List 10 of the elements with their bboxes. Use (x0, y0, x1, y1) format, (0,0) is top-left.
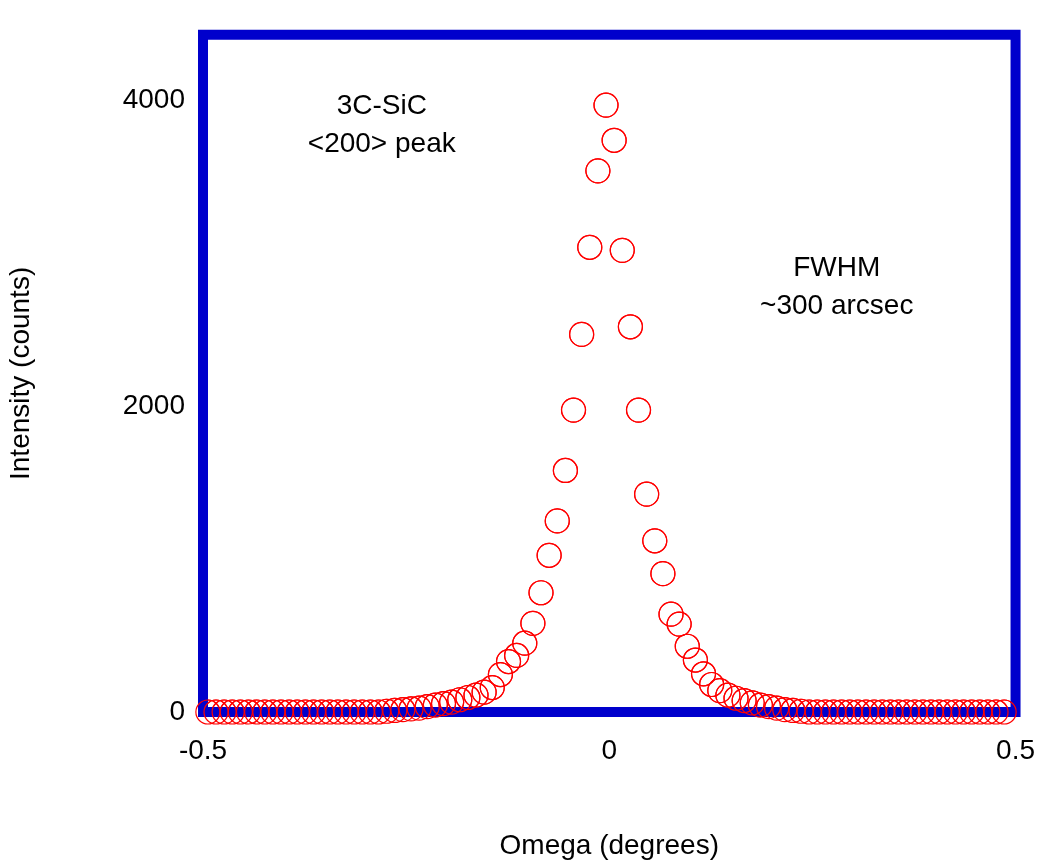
y-tick-label: 2000 (122, 388, 185, 420)
x-tick-label: -0.5 (178, 733, 228, 765)
x-axis-title: Omega (degrees) (499, 828, 719, 860)
y-tick-label: 0 (169, 694, 185, 726)
y-axis-title: Intensity (counts) (3, 266, 35, 480)
y-tick-label: 4000 (122, 83, 185, 115)
x-tick-label: 0 (601, 733, 618, 765)
annotation: 3C-SiC <200> peak (307, 88, 457, 158)
x-tick-label: 0.5 (996, 733, 1036, 765)
annotation: FWHM ~300 arcsec (760, 251, 914, 321)
